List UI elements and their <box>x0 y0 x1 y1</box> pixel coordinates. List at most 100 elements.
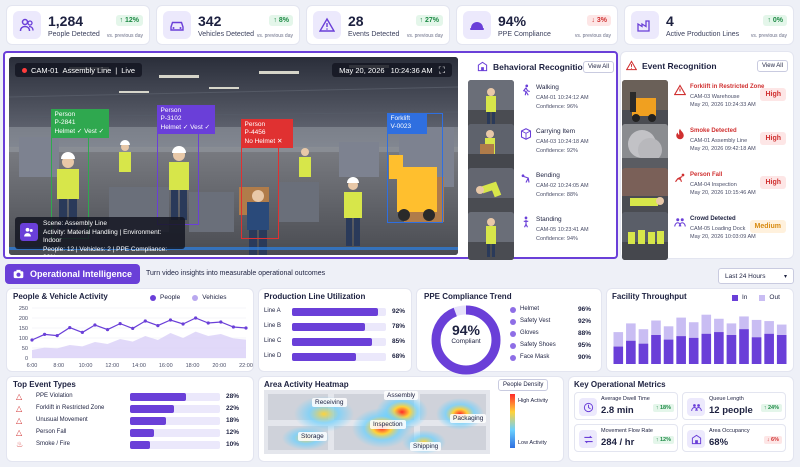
kpi-label: PPE Compliance <box>498 30 551 38</box>
live-dot-icon <box>22 67 27 73</box>
x-tick-label: 16:00 <box>159 363 173 369</box>
behavior-row-standing[interactable]: Standing CAM-05 10:23:41 AM Confidence: … <box>468 212 613 260</box>
event-type-track <box>130 429 220 437</box>
fullscreen-icon[interactable]: ⛶ <box>438 64 445 75</box>
x-tick-label: 10:00 <box>79 363 93 369</box>
ppe-dot <box>510 331 516 337</box>
kpi-delta: ↓ 3% <box>587 15 611 26</box>
event-title: Event Recognition <box>642 60 717 71</box>
people-density-toggle[interactable]: People Density <box>498 379 549 391</box>
ppe-label: Safety Vest <box>520 318 551 324</box>
event-row-crowd[interactable]: Crowd Detected CAM-05 Loading Dock May 2… <box>622 212 790 260</box>
util-pct: 78% <box>392 323 406 330</box>
event-severity-badge: High <box>760 132 786 145</box>
util-label: Line A <box>264 308 281 314</box>
x-tick-label: 18:00 <box>186 363 200 369</box>
standing-icon <box>523 216 529 228</box>
behavior-confidence: Confidence: 96% <box>536 104 578 110</box>
metric-value: 2.8 min <box>601 405 634 416</box>
util-label: Line B <box>264 323 282 329</box>
event-date: May 20, 2026 10:03:09 AM <box>690 234 756 240</box>
event-name: Forklift in Restricted Zone <box>690 84 765 90</box>
people-point <box>118 322 122 326</box>
util-bar <box>292 308 379 316</box>
event-severity-badge: Medium <box>749 220 786 233</box>
kpi-label: Events Detected <box>348 30 400 38</box>
people-point <box>219 320 223 324</box>
scene-title: Scene: Assembly Line <box>43 220 107 227</box>
throughput-out-bar <box>776 335 787 364</box>
people-point <box>206 321 210 325</box>
detection-label: Person P-4456 No Helmet ✕ <box>240 118 293 148</box>
legend-in-swatch <box>732 294 738 301</box>
event-name: Person Fall <box>690 172 723 178</box>
kpi-delta: ↑ 8% <box>269 15 293 26</box>
y-tick-label: 100 <box>19 336 28 342</box>
kpi-label: Vehicles Detected <box>198 30 255 38</box>
kpi-vs: vs. previous day <box>256 33 293 39</box>
throughput-out-bar <box>751 337 762 364</box>
event-meta: CAM-01 Assembly Line <box>690 138 748 144</box>
behavior-row-carrying[interactable]: Carrying Item CAM-03 10:24:18 AM Confide… <box>468 124 613 172</box>
legend-in-label: In <box>742 294 748 301</box>
detection-box-p4456[interactable]: Person P-4456 No Helmet ✕ <box>240 118 293 239</box>
density-low-label: Low Activity <box>518 440 547 446</box>
metric-tile: Queue Length 12 people ↑ 24% <box>682 392 786 420</box>
detection-label: Person P-3102 Helmet ✓ Vest ✓ <box>156 104 215 134</box>
event-row-forklift[interactable]: Forklift in Restricted Zone CAM-03 Wareh… <box>622 80 790 128</box>
legend-people-swatch <box>150 294 156 301</box>
event-type-pct: 28% <box>226 393 240 400</box>
metrics-title: Key Operational Metrics <box>574 380 666 389</box>
ppe-dot <box>510 307 516 313</box>
event-type-icon: ♨ <box>16 440 24 449</box>
time-range-select[interactable]: Last 24 Hours ▾ <box>718 268 794 284</box>
y-tick-label: 50 <box>22 346 28 352</box>
throughput-title: Facility Throughput <box>612 292 687 301</box>
ppe-donut-chart <box>431 305 501 375</box>
event-type-pct: 18% <box>226 417 240 424</box>
kpi-vs: vs. previous day <box>106 33 143 39</box>
heatmap-zone-label: Storage <box>298 432 327 441</box>
event-meta: CAM-03 Warehouse <box>690 94 740 100</box>
util-pct: 92% <box>392 308 406 315</box>
scene-info: Scene: Assembly Line Activity: Material … <box>15 217 185 255</box>
event-view-all-button[interactable]: View All <box>757 60 788 72</box>
ppe-dot <box>510 355 516 361</box>
event-type-bar <box>130 441 150 449</box>
operational-intelligence-tab[interactable]: Operational Intelligence <box>5 264 140 284</box>
people-point <box>55 334 59 338</box>
behavior-row-walking[interactable]: Walking CAM-01 10:24:12 AM Confidence: 9… <box>468 80 613 128</box>
camera-feed[interactable]: CAM-01 Assembly Line | Live May 20, 2026… <box>9 57 458 255</box>
detection-box-p3102[interactable]: Person P-3102 Helmet ✓ Vest ✓ <box>156 104 215 225</box>
kpi-value: 94% <box>498 12 527 29</box>
event-name: Smoke Detected <box>690 128 737 134</box>
video-date: May 20, 2026 <box>339 65 385 75</box>
camera-tag: CAM-01 Assembly Line | Live <box>15 63 143 77</box>
people-point <box>156 324 160 328</box>
activity-title: People & Vehicle Activity <box>13 292 108 301</box>
throughput-out-bar <box>663 339 674 364</box>
behavioral-view-all-button[interactable]: View All <box>583 61 614 73</box>
event-type-pct: 22% <box>226 405 240 412</box>
detection-box-p2841[interactable]: Person P-2841 Helmet ✓ Vest ✓ <box>50 108 109 239</box>
behavior-name: Bending <box>536 172 560 179</box>
behavioral-title: Behavioral Recognition <box>493 61 588 72</box>
kpi-card-lines: 4 Active Production Lines ↑ 0% vs. previo… <box>624 5 794 45</box>
behavior-thumbnail <box>468 168 514 216</box>
ppe-center-label: Compliant <box>451 338 481 345</box>
detection-box-v0023[interactable]: Forklift V-0023 <box>386 112 443 223</box>
kpi-vs: vs. previous day <box>750 33 787 39</box>
event-row-smoke[interactable]: Smoke Detected CAM-01 Assembly Line May … <box>622 124 790 172</box>
ppe-dot <box>510 343 516 349</box>
event-meta: CAM-04 Inspection <box>690 182 737 188</box>
kpi-value: 342 <box>198 12 222 29</box>
event-date: May 20, 2026 09:42:18 AM <box>690 146 756 152</box>
behavior-row-bending[interactable]: Bending CAM-02 10:24:05 AM Confidence: 8… <box>468 168 613 216</box>
heatmap-zone-label: Receiving <box>312 398 347 407</box>
throughput-out-bar <box>714 332 724 364</box>
ppe-title: PPE Compliance Trend <box>424 292 512 301</box>
event-row-fall[interactable]: Person Fall CAM-04 Inspection May 20, 20… <box>622 168 790 216</box>
oi-subtitle: Turn video insights into measurable oper… <box>146 270 326 277</box>
event-severity-badge: High <box>760 176 786 189</box>
x-tick-label: 14:00 <box>132 363 146 369</box>
